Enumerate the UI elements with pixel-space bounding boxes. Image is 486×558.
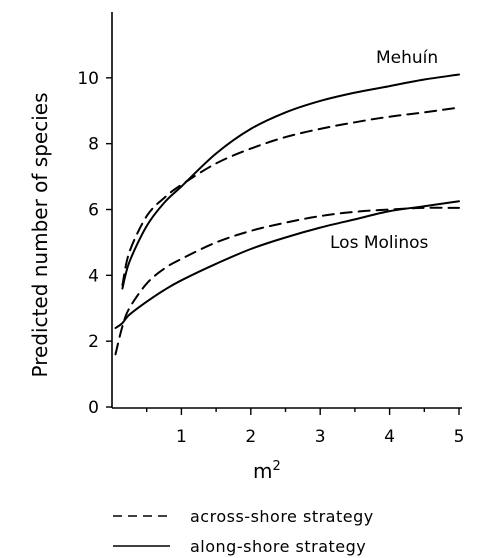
x-tick-label: 1 — [176, 427, 187, 447]
x-tick-label: 5 — [454, 427, 465, 447]
axes — [111, 12, 462, 409]
x-axis-title: m2 — [253, 459, 281, 483]
series-label-mehuin: Mehuín — [376, 48, 438, 68]
y-tick-label: 8 — [88, 135, 99, 155]
series-label-los-molinos: Los Molinos — [330, 233, 429, 253]
series-line-los_molinos-solid — [114, 200, 460, 329]
y-tick-label: 2 — [88, 332, 99, 352]
series-layer — [114, 73, 460, 356]
y-axis-title: Predicted number of species — [28, 93, 52, 378]
legend: across-shore strategy along-shore strate… — [113, 507, 374, 556]
legend-label-across-shore: across-shore strategy — [190, 507, 374, 526]
x-tick-label: 4 — [384, 427, 395, 447]
y-tick-label: 10 — [77, 69, 99, 89]
y-tick-label: 6 — [88, 201, 99, 221]
series-line-los_molinos-dashed — [114, 206, 460, 356]
x-axis-title-superscript: 2 — [272, 459, 280, 474]
y-tick-label: 4 — [88, 266, 99, 286]
x-tick-label: 2 — [245, 427, 256, 447]
y-tick-label: 0 — [88, 398, 99, 418]
legend-label-along-shore: along-shore strategy — [190, 537, 366, 556]
series-line-mehuin-solid — [121, 73, 460, 290]
x-tick-label: 3 — [315, 427, 326, 447]
x-axis-title-base: m — [253, 459, 272, 483]
series-line-mehuin-dashed — [121, 106, 460, 287]
